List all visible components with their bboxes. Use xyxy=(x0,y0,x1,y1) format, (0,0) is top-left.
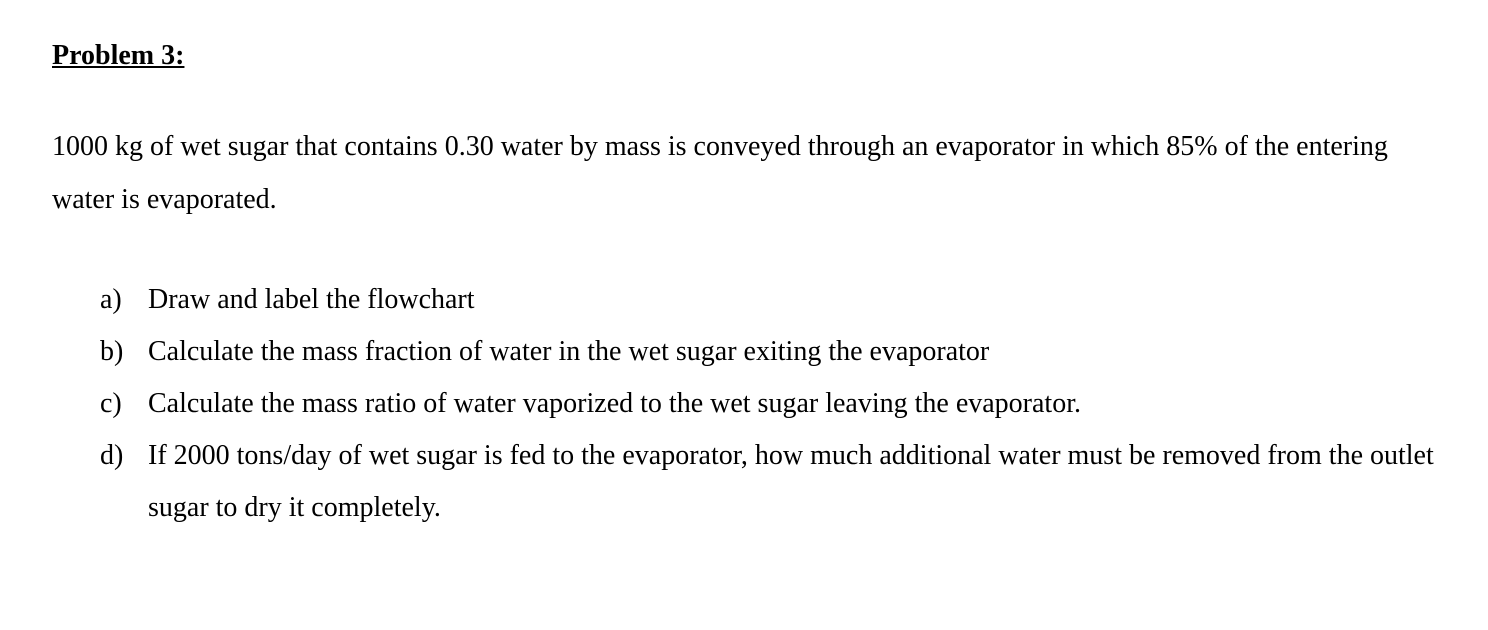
question-item: d) If 2000 tons/day of wet sugar is fed … xyxy=(100,430,1436,534)
question-marker: d) xyxy=(100,430,148,482)
question-item: c) Calculate the mass ratio of water vap… xyxy=(100,378,1436,430)
question-item: b) Calculate the mass fraction of water … xyxy=(100,326,1436,378)
question-text: Calculate the mass fraction of water in … xyxy=(148,326,1436,378)
question-list: a) Draw and label the flowchart b) Calcu… xyxy=(52,274,1436,533)
problem-title: Problem 3: xyxy=(52,40,1436,72)
question-text: Draw and label the flowchart xyxy=(148,274,1436,326)
question-item: a) Draw and label the flowchart xyxy=(100,274,1436,326)
question-text: If 2000 tons/day of wet sugar is fed to … xyxy=(148,430,1436,534)
problem-statement: 1000 kg of wet sugar that contains 0.30 … xyxy=(52,120,1436,226)
question-marker: b) xyxy=(100,326,148,378)
question-text: Calculate the mass ratio of water vapori… xyxy=(148,378,1436,430)
question-marker: c) xyxy=(100,378,148,430)
question-marker: a) xyxy=(100,274,148,326)
